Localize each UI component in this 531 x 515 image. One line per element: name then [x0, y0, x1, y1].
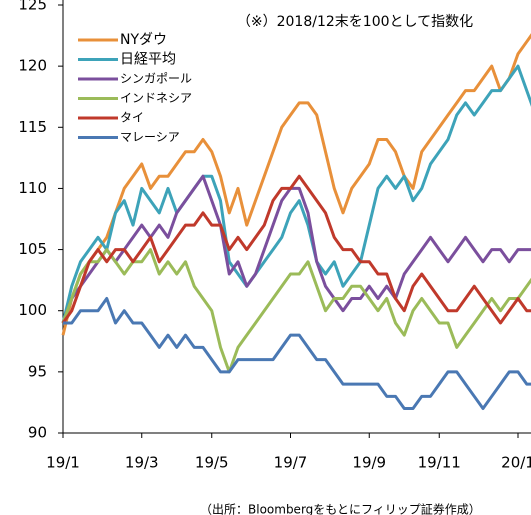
x-tick-label: 19/1 — [46, 454, 80, 472]
legend-label: シンガポール — [120, 72, 192, 86]
y-tick-label: 115 — [18, 118, 47, 136]
y-tick-label: 125 — [18, 0, 47, 14]
y-tick-label: 110 — [18, 179, 47, 197]
x-tick-label: 19/11 — [418, 454, 461, 472]
x-tick-label: 19/3 — [125, 454, 159, 472]
y-tick-label: 105 — [18, 240, 47, 258]
legend-label: インドネシア — [120, 91, 192, 105]
y-tick-label: 100 — [18, 301, 47, 319]
x-tick-label: 19/9 — [352, 454, 386, 472]
x-tick-label: 20/1 — [501, 454, 531, 472]
annotation: （※）2018/12末を100として指数化 — [237, 14, 473, 30]
x-tick-label: 19/5 — [195, 454, 229, 472]
line-series — [61, 174, 531, 324]
y-tick-label: 90 — [28, 424, 47, 442]
line-series — [63, 296, 531, 411]
legend-label: NYダウ — [120, 32, 167, 48]
x-tick-label: 19/7 — [274, 454, 308, 472]
legend-label: 日経平均 — [120, 52, 176, 68]
line-series — [61, 64, 531, 324]
source: （出所：Bloombergをもとにフィリップ証券作成） — [200, 502, 481, 515]
y-tick-label: 120 — [18, 57, 47, 75]
line-series — [61, 33, 531, 336]
y-tick-label: 95 — [28, 362, 47, 380]
legend-label: マレーシア — [120, 130, 180, 144]
line-series — [61, 248, 531, 374]
line-series — [61, 174, 531, 325]
legend-label: タイ — [120, 111, 144, 125]
